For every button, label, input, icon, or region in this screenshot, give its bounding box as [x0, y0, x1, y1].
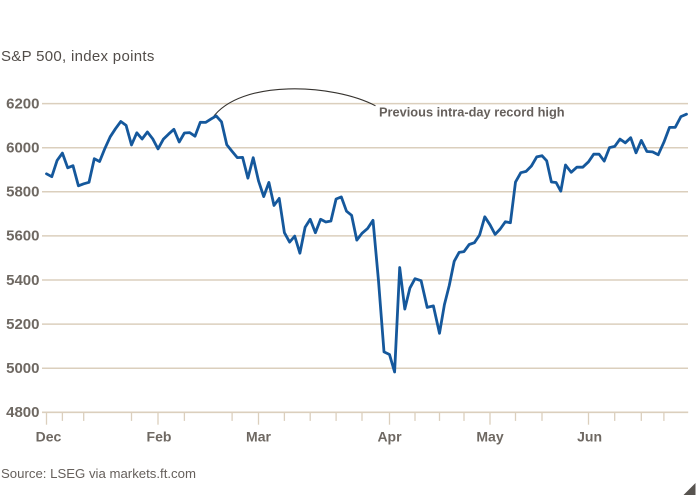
- svg-text:Jun: Jun: [577, 428, 602, 444]
- svg-text:S&P 500, index points: S&P 500, index points: [1, 48, 155, 65]
- svg-text:Source: LSEG via markets.ft.co: Source: LSEG via markets.ft.com: [1, 466, 196, 481]
- svg-text:Previous intra-day record high: Previous intra-day record high: [379, 104, 565, 119]
- svg-text:5600: 5600: [6, 228, 39, 245]
- svg-text:Feb: Feb: [147, 428, 172, 444]
- svg-text:5400: 5400: [6, 272, 39, 289]
- svg-text:4800: 4800: [6, 404, 39, 421]
- svg-text:6200: 6200: [6, 95, 39, 112]
- svg-text:Mar: Mar: [246, 428, 271, 444]
- svg-text:5200: 5200: [6, 316, 39, 333]
- svg-text:5000: 5000: [6, 360, 39, 377]
- svg-text:5800: 5800: [6, 184, 39, 201]
- svg-text:May: May: [476, 428, 503, 444]
- svg-text:Apr: Apr: [377, 428, 402, 444]
- svg-text:6000: 6000: [6, 140, 39, 157]
- svg-text:Dec: Dec: [36, 428, 62, 444]
